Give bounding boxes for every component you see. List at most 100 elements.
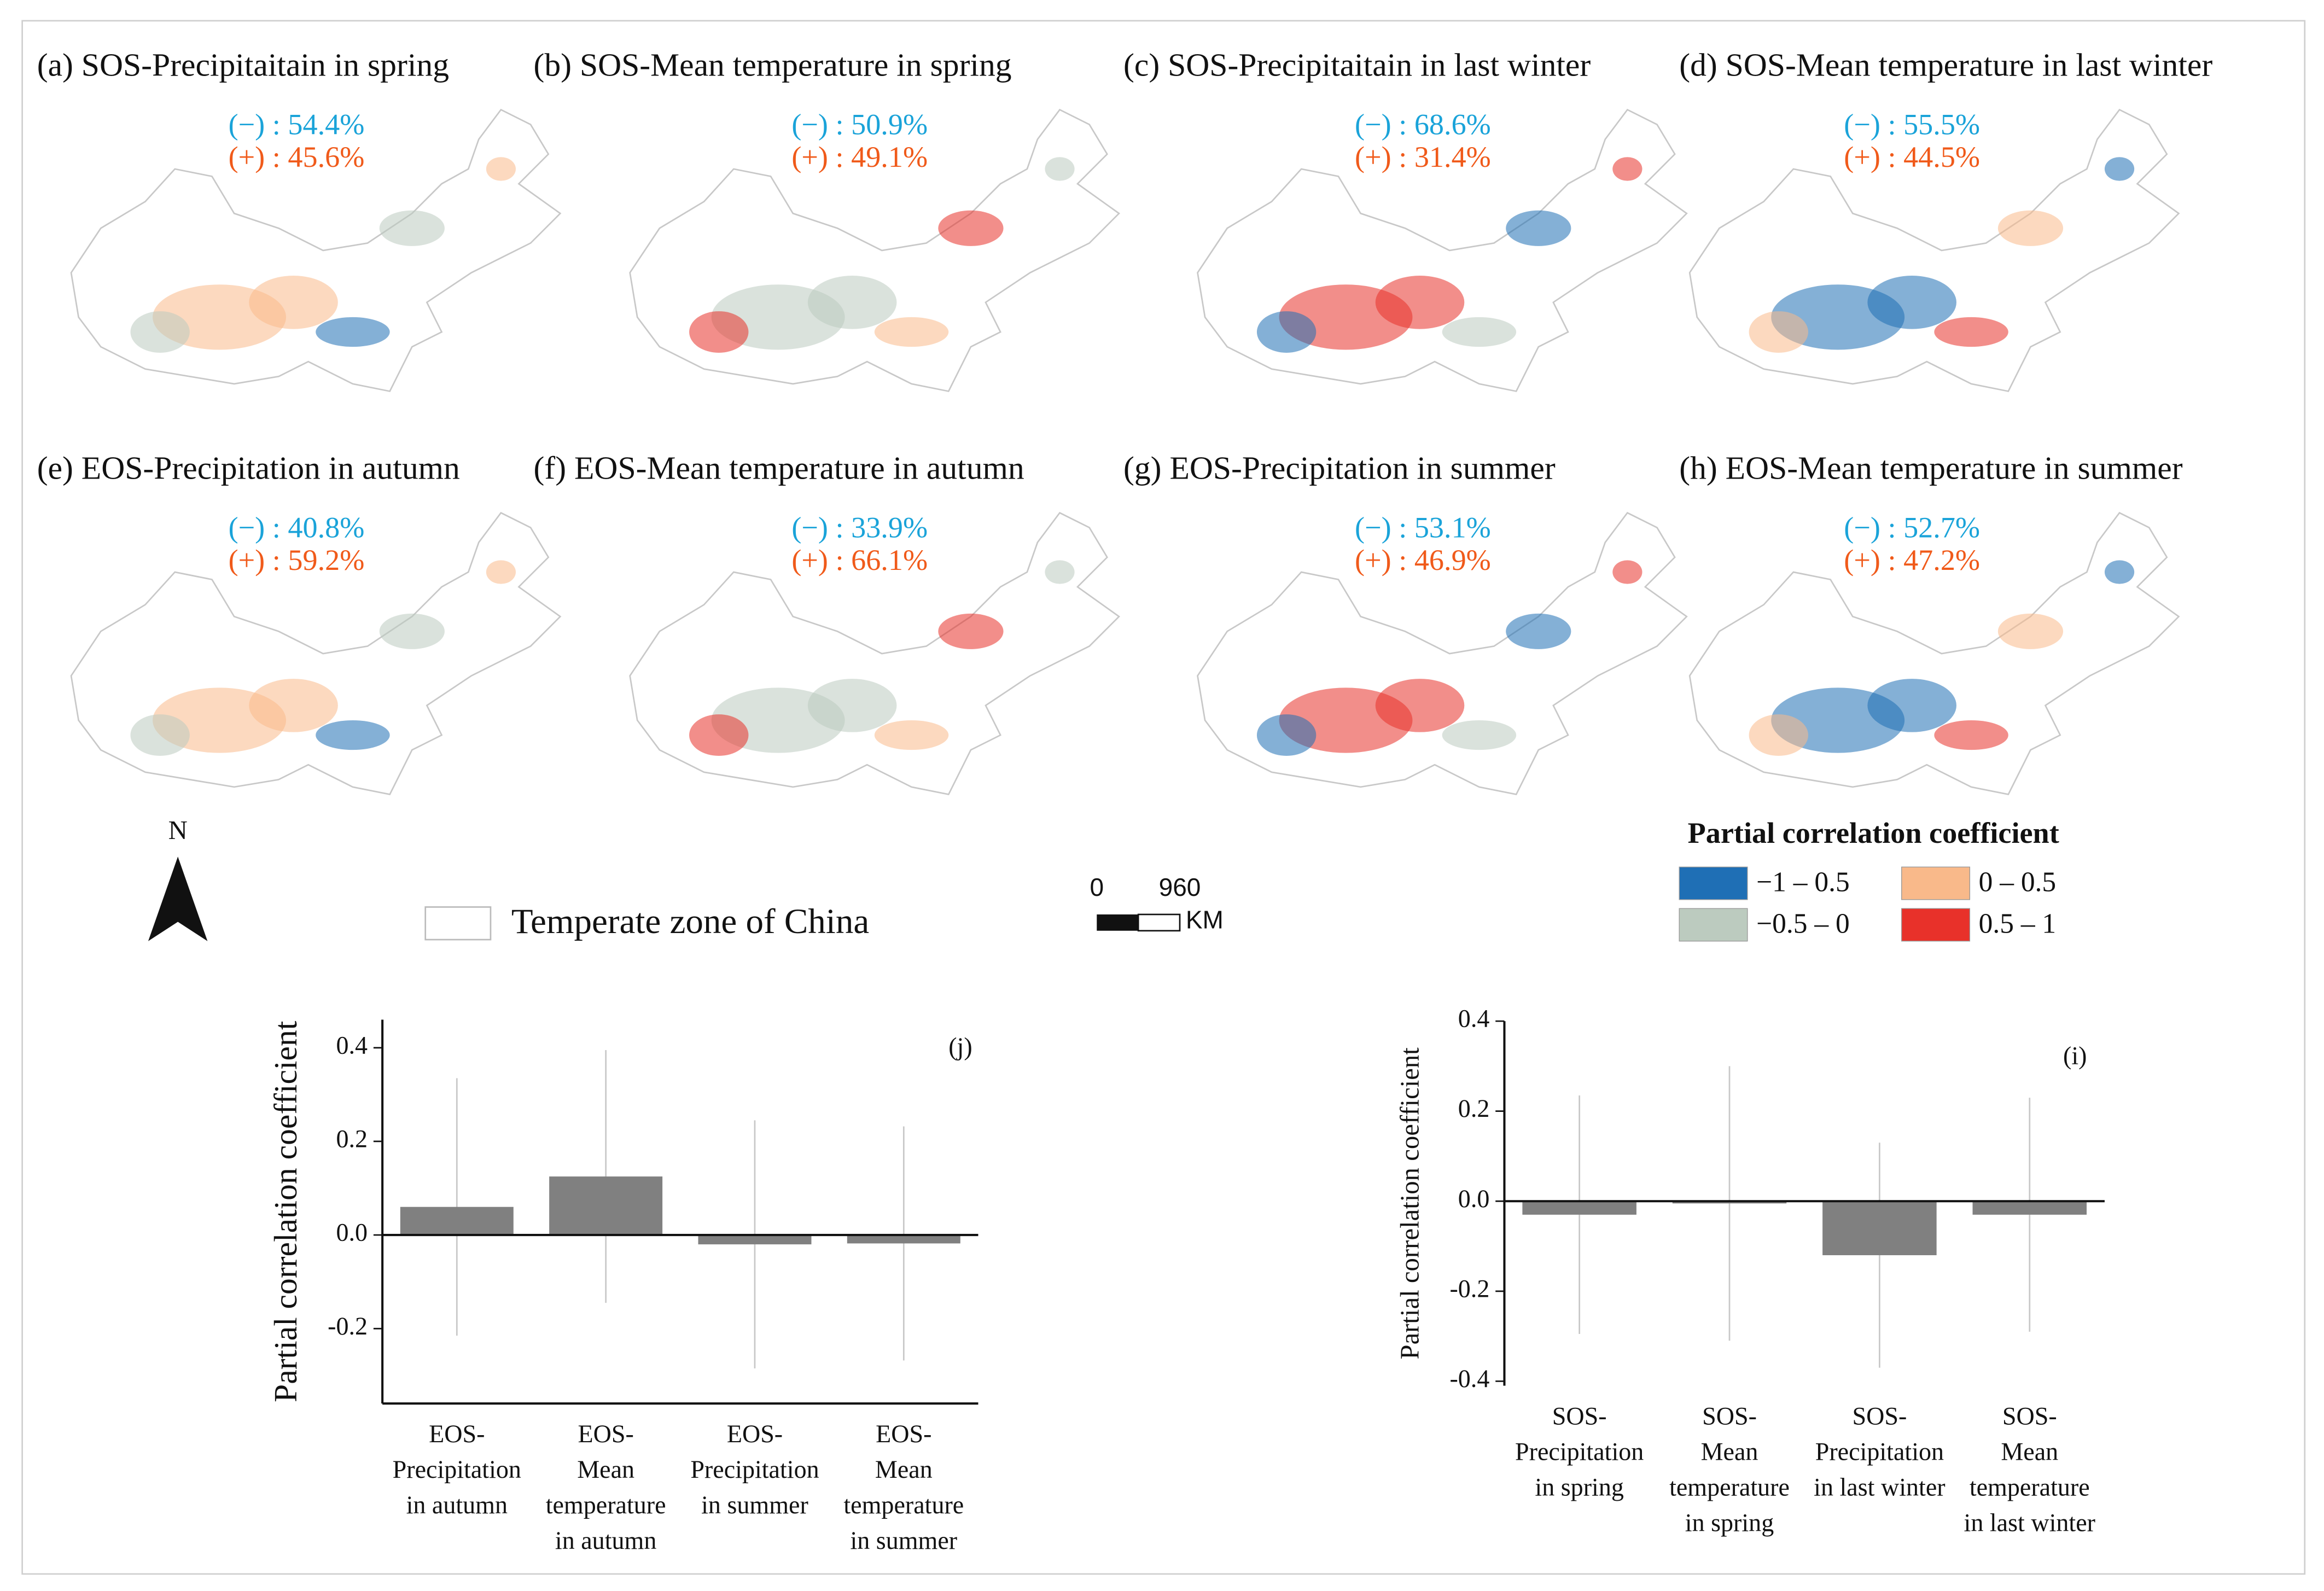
map-patch bbox=[1375, 679, 1465, 732]
map-patch bbox=[689, 311, 749, 353]
map-patch bbox=[1045, 560, 1075, 584]
bar bbox=[400, 1207, 514, 1235]
positive-share: (+) : 59.2% bbox=[229, 544, 365, 576]
legend-swatch bbox=[1679, 866, 1748, 900]
map-patch bbox=[1867, 679, 1956, 732]
map-patch bbox=[316, 317, 390, 347]
map-patch bbox=[1934, 317, 2008, 347]
map-patch bbox=[1749, 311, 1808, 353]
y-tick-label: -0.2 bbox=[1449, 1274, 1489, 1302]
scale-tick: 960 bbox=[1159, 873, 1201, 901]
map-patch bbox=[938, 613, 1004, 649]
map-patch bbox=[874, 317, 949, 347]
map-title: (f) EOS-Mean temperature in autumn bbox=[534, 450, 1024, 486]
positive-share: (+) : 49.1% bbox=[791, 141, 928, 173]
y-axis-title: Partial correlation coefficient bbox=[1395, 1047, 1425, 1360]
zone-label: Temperate zone of China bbox=[511, 902, 869, 941]
map-patch bbox=[1045, 157, 1075, 181]
y-tick-label: -0.4 bbox=[1449, 1365, 1489, 1392]
annotation: (j) bbox=[948, 1033, 972, 1060]
map-patch bbox=[130, 714, 190, 756]
map-patch bbox=[1442, 317, 1517, 347]
map-patch bbox=[379, 210, 445, 246]
map-patch bbox=[2104, 157, 2135, 181]
positive-share: (+) : 31.4% bbox=[1355, 141, 1491, 173]
map bbox=[1688, 512, 2180, 795]
map-patch bbox=[249, 276, 338, 329]
bar bbox=[549, 1176, 663, 1235]
north-label: N bbox=[168, 815, 188, 845]
negative-share: (−) : 50.9% bbox=[791, 108, 928, 141]
scale-tick: 0 bbox=[1090, 873, 1104, 901]
scale-bar bbox=[1137, 913, 1181, 932]
negative-share: (−) : 53.1% bbox=[1355, 511, 1491, 544]
positive-share: (+) : 44.5% bbox=[1844, 141, 1980, 173]
map-patch bbox=[807, 276, 897, 329]
map-patch bbox=[1997, 210, 2064, 246]
x-tick-label: EOS-Precipitation in autumn bbox=[393, 1419, 521, 1518]
map-patch bbox=[1375, 276, 1465, 329]
negative-share: (−) : 33.9% bbox=[791, 511, 928, 544]
map-patch bbox=[130, 311, 190, 353]
map-patch bbox=[1867, 276, 1956, 329]
map bbox=[629, 109, 1120, 392]
positive-share: (+) : 46.9% bbox=[1355, 544, 1491, 576]
map-patch bbox=[807, 679, 897, 732]
map-title: (a) SOS-Precipitaitain in spring bbox=[37, 46, 449, 83]
x-tick-label: SOS-Precipitation in spring bbox=[1515, 1402, 1644, 1501]
x-tick-label: EOS-Mean temperature in summer bbox=[843, 1419, 964, 1554]
map-title: (c) SOS-Precipitaitain in last winter bbox=[1123, 46, 1591, 83]
map-patch bbox=[1256, 714, 1317, 756]
map-patch bbox=[486, 560, 516, 584]
map-title: (e) EOS-Precipitation in autumn bbox=[37, 450, 460, 486]
negative-share: (−) : 55.5% bbox=[1844, 108, 1980, 141]
y-tick-label: 0.2 bbox=[336, 1124, 368, 1152]
positive-share: (+) : 47.2% bbox=[1844, 544, 1980, 576]
positive-share: (+) : 66.1% bbox=[791, 544, 928, 576]
map bbox=[1197, 109, 1688, 392]
negative-share: (−) : 52.7% bbox=[1844, 511, 1980, 544]
annotation: (i) bbox=[2063, 1041, 2087, 1069]
map bbox=[70, 512, 561, 795]
north-arrow bbox=[148, 856, 208, 941]
map-patch bbox=[1612, 157, 1642, 181]
scale-bar bbox=[1097, 914, 1139, 931]
y-axis-title: Partial correlation coefficient bbox=[267, 1021, 304, 1402]
frame bbox=[21, 20, 2306, 1575]
bar bbox=[1822, 1201, 1937, 1256]
y-tick-label: 0.4 bbox=[336, 1031, 368, 1059]
bar bbox=[698, 1235, 812, 1245]
map-title: (d) SOS-Mean temperature in last winter bbox=[1679, 46, 2212, 83]
map bbox=[70, 109, 561, 392]
bar bbox=[847, 1235, 960, 1244]
map-title: (g) EOS-Precipitation in summer bbox=[1123, 450, 1556, 486]
negative-share: (−) : 40.8% bbox=[229, 511, 365, 544]
y-tick-label: 0.0 bbox=[336, 1219, 368, 1246]
map-patch bbox=[1442, 720, 1517, 750]
map-patch bbox=[2104, 560, 2135, 584]
map-patch bbox=[379, 613, 445, 649]
y-tick-label: 0.2 bbox=[1458, 1094, 1490, 1122]
map-title: (b) SOS-Mean temperature in spring bbox=[534, 46, 1012, 83]
map bbox=[629, 512, 1120, 795]
legend-swatch bbox=[1901, 908, 1971, 942]
x-tick-label: EOS-Precipitation in summer bbox=[690, 1419, 819, 1518]
zone-swatch bbox=[424, 906, 492, 941]
map bbox=[1197, 512, 1688, 795]
x-tick-label: EOS-Mean temperature in autumn bbox=[546, 1419, 666, 1554]
map-patch bbox=[1749, 714, 1808, 756]
map-patch bbox=[689, 714, 749, 756]
x-tick-label: SOS-Mean temperature in last winter bbox=[1964, 1402, 2095, 1536]
bar bbox=[1972, 1201, 2087, 1215]
legend-swatch bbox=[1679, 908, 1748, 942]
legend-title: Partial correlation coefficient bbox=[1688, 817, 2059, 849]
map-patch bbox=[486, 157, 516, 181]
negative-share: (−) : 68.6% bbox=[1355, 108, 1491, 141]
positive-share: (+) : 45.6% bbox=[229, 141, 365, 173]
map-patch bbox=[874, 720, 949, 750]
map-patch bbox=[938, 210, 1004, 246]
map-patch bbox=[316, 720, 390, 750]
y-tick-label: 0.0 bbox=[1458, 1185, 1490, 1213]
bar bbox=[1672, 1201, 1787, 1204]
